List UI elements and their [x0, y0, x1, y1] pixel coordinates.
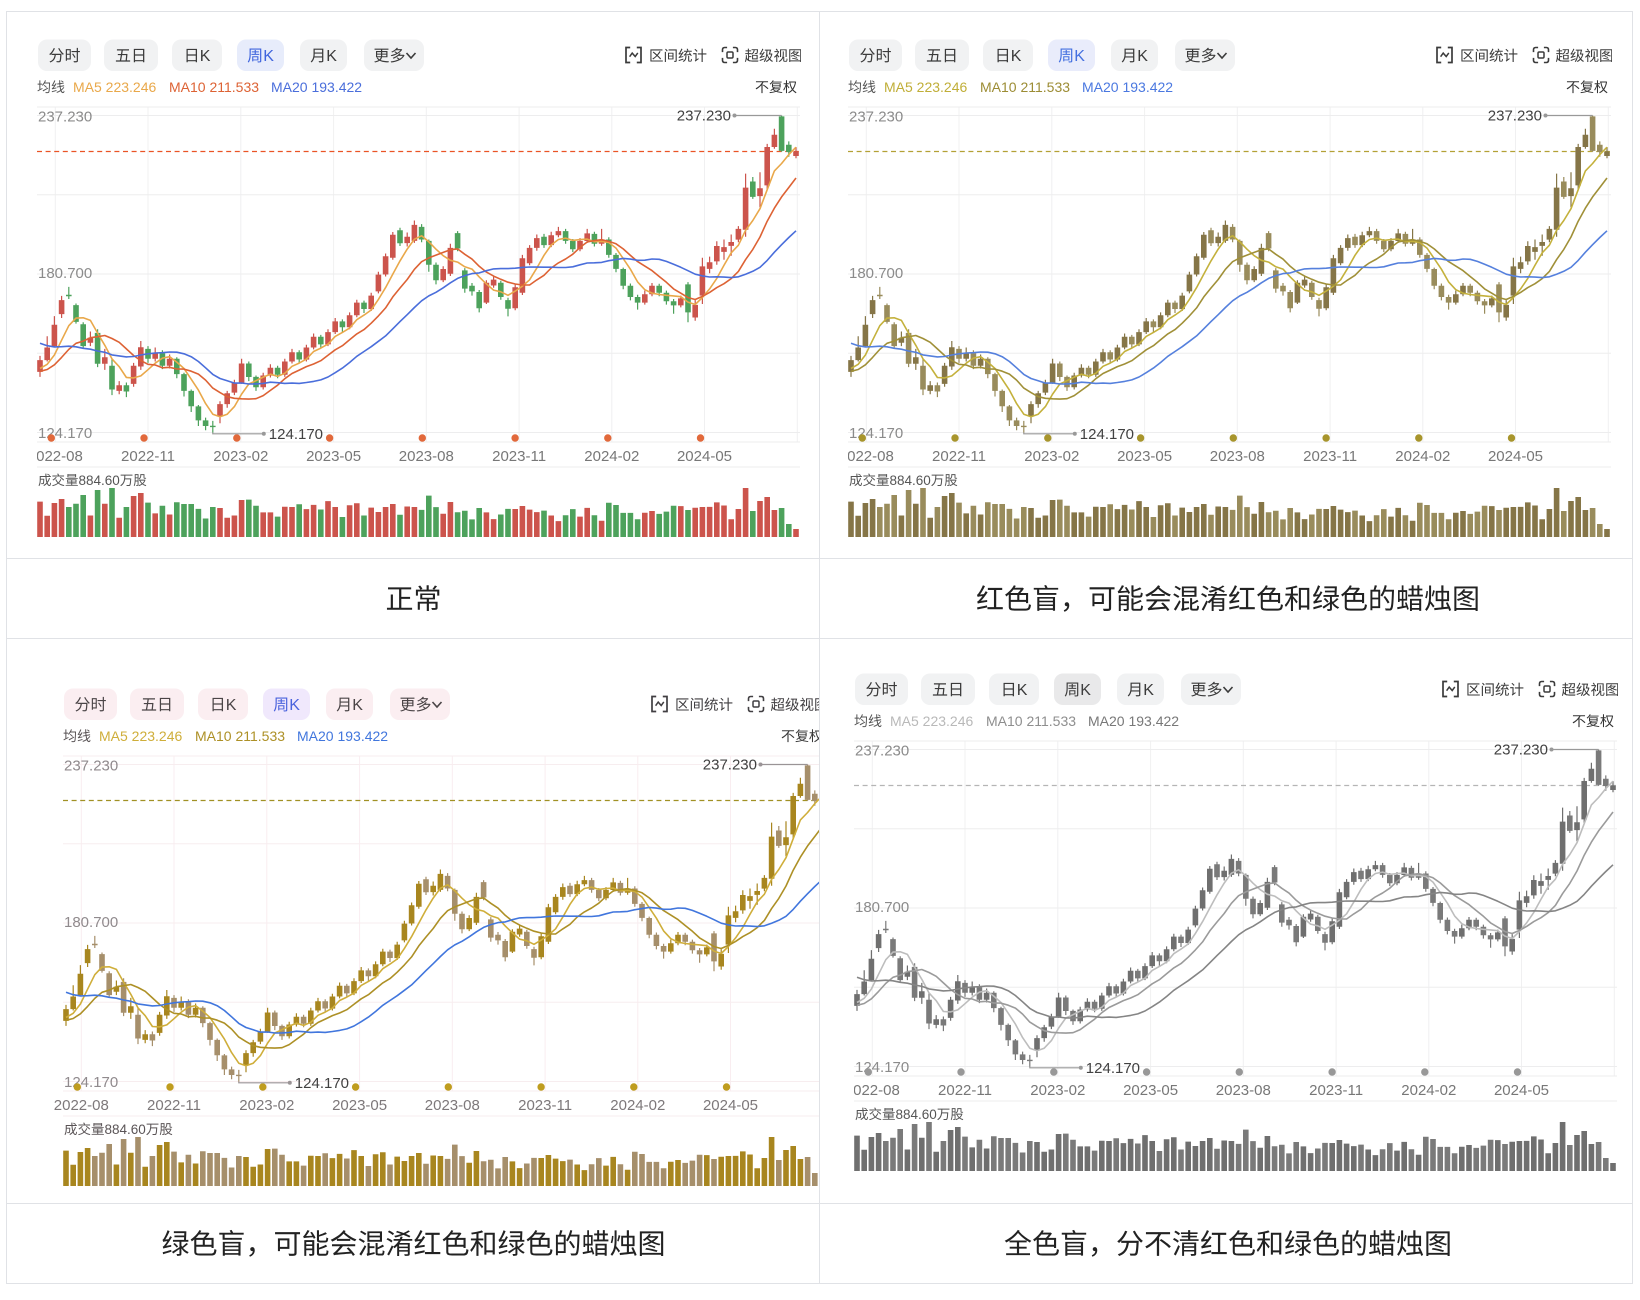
svg-text:2023-02: 2023-02 [239, 1097, 294, 1114]
svg-text:2023-11: 2023-11 [518, 1097, 572, 1114]
svg-text:2023-08: 2023-08 [1216, 1082, 1271, 1099]
svg-text:124.170: 124.170 [849, 425, 903, 442]
svg-text:2024-05: 2024-05 [1488, 448, 1543, 465]
svg-text:2023-11: 2023-11 [1303, 448, 1357, 465]
svg-text:MA20 193.422: MA20 193.422 [1088, 713, 1179, 729]
svg-text:K: K [1011, 48, 1022, 65]
svg-text:2023-11: 2023-11 [1309, 1082, 1363, 1099]
svg-text:K: K [1017, 682, 1028, 699]
svg-text:K: K [226, 697, 237, 714]
svg-text:884.60: 884.60 [890, 473, 931, 488]
svg-text:237.230: 237.230 [703, 757, 757, 774]
svg-text:MA10 211.533: MA10 211.533 [986, 713, 1076, 729]
svg-text:2022-11: 2022-11 [121, 448, 175, 465]
svg-text:2024-02: 2024-02 [1395, 448, 1450, 465]
svg-text:MA10 211.533: MA10 211.533 [169, 79, 259, 95]
svg-text:MA5 223.246: MA5 223.246 [73, 79, 156, 95]
svg-text:MA20 193.422: MA20 193.422 [297, 728, 388, 744]
svg-text:124.170: 124.170 [295, 1075, 349, 1092]
svg-text:237.230: 237.230 [64, 758, 118, 775]
svg-text:180.700: 180.700 [849, 265, 903, 282]
svg-text:2023-08: 2023-08 [1210, 448, 1265, 465]
svg-text:237.230: 237.230 [1488, 108, 1542, 125]
svg-text:2022-08: 2022-08 [37, 448, 83, 465]
svg-text:237.230: 237.230 [1494, 741, 1548, 758]
svg-text:MA20 193.422: MA20 193.422 [271, 79, 362, 95]
svg-text:2023-05: 2023-05 [1117, 448, 1172, 465]
svg-text:2022-11: 2022-11 [147, 1097, 201, 1114]
svg-text:K: K [1143, 682, 1154, 699]
svg-text:2024-02: 2024-02 [584, 448, 639, 465]
svg-text:K: K [200, 48, 211, 65]
svg-text:124.170: 124.170 [64, 1074, 118, 1091]
svg-text:K: K [1137, 48, 1148, 65]
svg-text:180.700: 180.700 [38, 265, 92, 282]
svg-text:2022-08: 2022-08 [848, 448, 894, 465]
svg-text:124.170: 124.170 [1086, 1060, 1140, 1077]
svg-text:237.230: 237.230 [677, 108, 731, 125]
svg-text:K: K [1074, 48, 1085, 65]
svg-text:K: K [326, 48, 337, 65]
svg-text:2024-05: 2024-05 [1494, 1082, 1549, 1099]
svg-text:124.170: 124.170 [1080, 426, 1134, 443]
svg-text:124.170: 124.170 [269, 426, 323, 443]
svg-text:884.60: 884.60 [79, 473, 120, 488]
svg-text:237.230: 237.230 [38, 109, 92, 126]
svg-text:237.230: 237.230 [849, 109, 903, 126]
svg-text:237.230: 237.230 [855, 742, 909, 759]
svg-text:2023-11: 2023-11 [492, 448, 546, 465]
svg-text:2022-11: 2022-11 [938, 1082, 992, 1099]
svg-text:MA20 193.422: MA20 193.422 [1082, 79, 1173, 95]
svg-text:K: K [263, 48, 274, 65]
svg-text:K: K [1080, 682, 1091, 699]
svg-text:K: K [289, 697, 300, 714]
svg-text:2023-08: 2023-08 [399, 448, 454, 465]
svg-text:MA10 211.533: MA10 211.533 [980, 79, 1070, 95]
svg-text:2023-08: 2023-08 [425, 1097, 480, 1114]
svg-text:MA5 223.246: MA5 223.246 [884, 79, 967, 95]
svg-text:884.60: 884.60 [896, 1107, 937, 1122]
svg-text:MA10 211.533: MA10 211.533 [195, 728, 285, 744]
svg-text:2023-02: 2023-02 [213, 448, 268, 465]
svg-text:124.170: 124.170 [855, 1058, 909, 1075]
svg-text:180.700: 180.700 [855, 898, 909, 915]
svg-text:2023-05: 2023-05 [332, 1097, 387, 1114]
svg-text:MA5 223.246: MA5 223.246 [890, 713, 973, 729]
svg-text:K: K [352, 697, 363, 714]
svg-text:2022-08: 2022-08 [54, 1097, 109, 1114]
svg-text:884.60: 884.60 [105, 1122, 146, 1137]
svg-text:2024-02: 2024-02 [1401, 1082, 1456, 1099]
svg-text:2023-05: 2023-05 [1123, 1082, 1178, 1099]
svg-text:2024-05: 2024-05 [703, 1097, 758, 1114]
svg-text:2024-05: 2024-05 [677, 448, 732, 465]
svg-text:124.170: 124.170 [38, 425, 92, 442]
svg-text:2023-02: 2023-02 [1030, 1082, 1085, 1099]
svg-text:2022-11: 2022-11 [932, 448, 986, 465]
svg-text:2024-02: 2024-02 [610, 1097, 665, 1114]
svg-text:MA5 223.246: MA5 223.246 [99, 728, 182, 744]
svg-text:2023-02: 2023-02 [1024, 448, 1079, 465]
svg-text:2023-05: 2023-05 [306, 448, 361, 465]
svg-text:180.700: 180.700 [64, 914, 118, 931]
svg-text:2022-08: 2022-08 [854, 1082, 900, 1099]
